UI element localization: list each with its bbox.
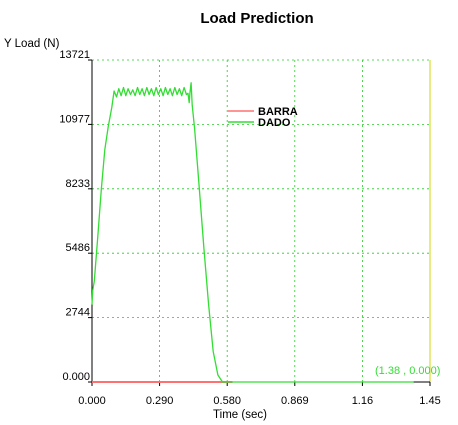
series-line-dado	[91, 82, 414, 383]
y-tick-label: 2744	[66, 307, 90, 319]
legend-label-barra: BARRA	[258, 106, 298, 118]
y-tick-label: 5486	[66, 242, 90, 254]
y-axis-label: Y Load (N)	[4, 38, 60, 50]
x-axis-label: Time (sec)	[213, 409, 267, 421]
x-tick-label: 1.45	[419, 395, 440, 407]
x-tick-label: 0.869	[281, 395, 309, 407]
legend-label-dado: DADO	[258, 117, 291, 129]
y-tick-label: 13721	[59, 49, 90, 61]
data-series	[91, 82, 414, 383]
x-tick-labels: 0.000 0.290 0.580 0.869 1.16 1.45	[78, 382, 441, 407]
x-tick-label: 1.16	[352, 395, 373, 407]
x-tick-label: 0.000	[78, 395, 106, 407]
y-tick-label: 8233	[66, 178, 90, 190]
x-tick-label: 0.580	[213, 395, 241, 407]
x-tick-label: 0.290	[146, 395, 174, 407]
legend: BARRA DADO	[228, 106, 298, 129]
y-tick-label: 10977	[59, 113, 90, 125]
y-tick-labels: 0.000 2744 5486 8233 10977 13721	[59, 49, 92, 383]
chart-title: Load Prediction	[200, 10, 313, 27]
y-tick-label: 0.000	[62, 371, 90, 383]
point-annotation: (1.38 , 0.000)	[375, 365, 440, 377]
grid-lines	[92, 59, 430, 382]
